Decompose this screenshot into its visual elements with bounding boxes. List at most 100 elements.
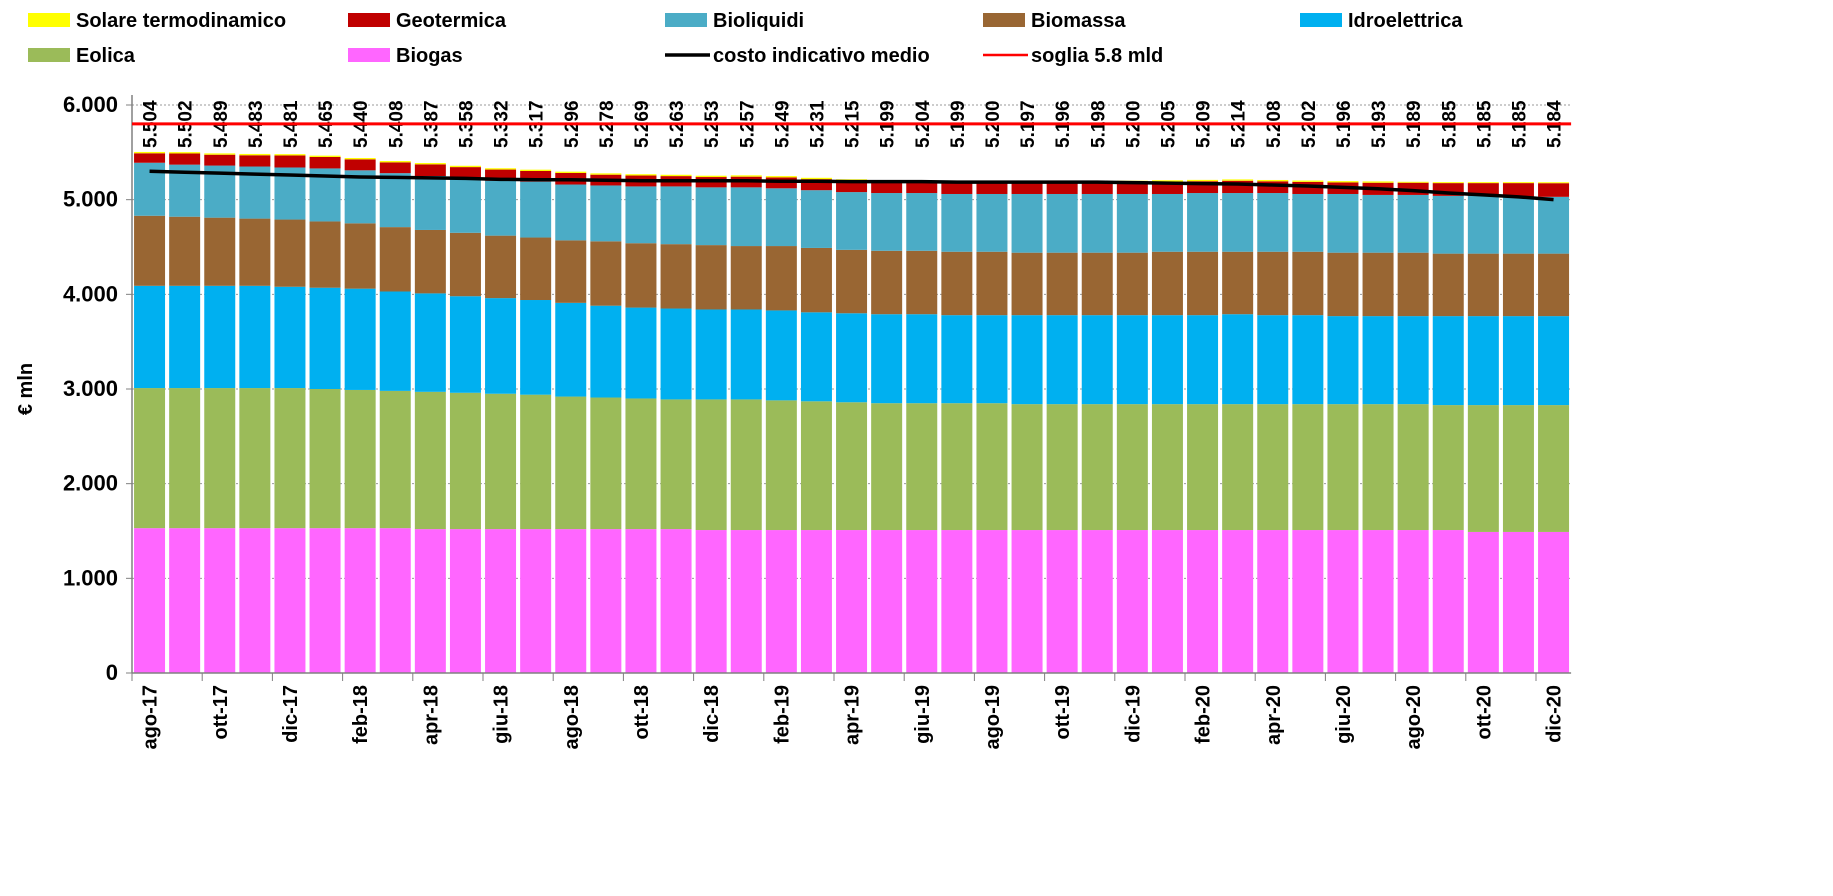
- bar-segment: [169, 216, 201, 286]
- bar-segment: [1362, 194, 1394, 253]
- bar-segment: [414, 164, 446, 176]
- bar-segment: [1432, 253, 1464, 317]
- x-tick-label: ago-20: [1403, 685, 1425, 749]
- bar-segment: [625, 243, 657, 308]
- bar-segment: [1011, 315, 1043, 405]
- bar-segment: [1502, 183, 1534, 197]
- bar-segment: [1046, 315, 1078, 405]
- bar-segment: [344, 158, 376, 160]
- bar-segment: [274, 528, 306, 673]
- bar-segment: [976, 315, 1008, 404]
- bar-segment: [1432, 530, 1464, 673]
- bar-segment: [1222, 404, 1254, 531]
- bar-segment: [695, 175, 727, 178]
- bar-segment: [134, 153, 166, 163]
- bar-segment: [1046, 530, 1078, 673]
- bar-segment: [555, 302, 587, 397]
- bar-segment: [660, 529, 692, 673]
- bar-segment: [871, 193, 903, 251]
- bar-segment: [414, 163, 446, 165]
- bar-segment: [309, 156, 341, 169]
- bar-segment: [976, 251, 1008, 316]
- bar-segment: [1011, 182, 1043, 194]
- bar-segment: [765, 246, 797, 311]
- bar-segment: [1538, 316, 1570, 406]
- bar-segment: [1116, 530, 1148, 673]
- bar-segment: [169, 285, 201, 389]
- bar-segment: [1187, 193, 1219, 252]
- legend-swatch: [28, 48, 70, 62]
- bar-segment: [800, 179, 832, 191]
- x-tick-label: apr-18: [420, 685, 442, 745]
- bar-segment: [239, 155, 271, 167]
- x-tick-label: giu-18: [491, 685, 513, 744]
- bar-segment: [309, 221, 341, 288]
- bar-segment: [1538, 183, 1570, 197]
- bar-segment: [1397, 181, 1429, 183]
- bar-segment: [485, 235, 517, 299]
- bar-segment: [730, 175, 762, 177]
- legend-label: soglia 5.8 mld: [1031, 45, 1163, 67]
- legend-swatch: [28, 13, 70, 27]
- bar-segment: [730, 246, 762, 310]
- bar-segment: [765, 176, 797, 178]
- bar-segment: [1362, 181, 1394, 183]
- bar-segment: [204, 153, 236, 155]
- bar-segment: [1116, 182, 1148, 194]
- bar-segment: [1222, 193, 1254, 252]
- bar-segment: [800, 247, 832, 313]
- bar-segment: [134, 151, 166, 154]
- x-tick-label: ago-17: [140, 685, 162, 749]
- bar-segment: [1502, 253, 1534, 317]
- bar-segment: [625, 174, 657, 176]
- bar-segment: [625, 398, 657, 530]
- bar-segment: [520, 181, 552, 238]
- bar-segment: [941, 251, 973, 316]
- bar-segment: [906, 530, 938, 673]
- bar-segment: [204, 154, 236, 166]
- bar-segment: [1292, 315, 1324, 405]
- legend-swatch: [348, 48, 390, 62]
- bar-segment: [1362, 252, 1394, 317]
- bar-segment: [660, 399, 692, 530]
- bar-segment: [555, 184, 587, 241]
- bar-segment: [1046, 252, 1078, 316]
- bar-segment: [695, 187, 727, 246]
- bar-segment: [1222, 530, 1254, 673]
- bar-segment: [414, 529, 446, 673]
- bar-segment: [1011, 404, 1043, 531]
- bar-segment: [1502, 405, 1534, 532]
- bar-segment: [906, 250, 938, 315]
- x-tick-label: feb-19: [771, 685, 793, 744]
- bar-segment: [1257, 193, 1289, 252]
- bar-segment: [976, 530, 1008, 673]
- bar-segment: [695, 530, 727, 673]
- bar-segment: [1292, 180, 1324, 182]
- bar-segment: [555, 529, 587, 673]
- bar-segment: [836, 192, 868, 250]
- bar-segment: [520, 237, 552, 301]
- bar-segment: [1292, 251, 1324, 316]
- bar-segment: [765, 188, 797, 247]
- bar-segment: [1257, 181, 1289, 194]
- bar-segment: [695, 399, 727, 531]
- bar-segment: [1397, 316, 1429, 405]
- legend-label: Eolica: [76, 45, 136, 67]
- bar-segment: [449, 165, 481, 168]
- legend-label: Idroelettrica: [1348, 10, 1463, 32]
- bar-segment: [1081, 182, 1113, 194]
- bar-segment: [800, 190, 832, 248]
- bar-segment: [1187, 181, 1219, 194]
- bar-segment: [414, 391, 446, 530]
- bar-segment: [1538, 253, 1570, 317]
- bar-segment: [414, 293, 446, 392]
- x-tick-label: ott-19: [1052, 685, 1074, 739]
- bar-segment: [520, 300, 552, 395]
- bar-segment: [1397, 194, 1429, 253]
- bar-segment: [169, 528, 201, 673]
- bar-segment: [239, 285, 271, 389]
- bar-segment: [1467, 195, 1499, 254]
- bar-segment: [204, 217, 236, 286]
- bar-segment: [344, 288, 376, 390]
